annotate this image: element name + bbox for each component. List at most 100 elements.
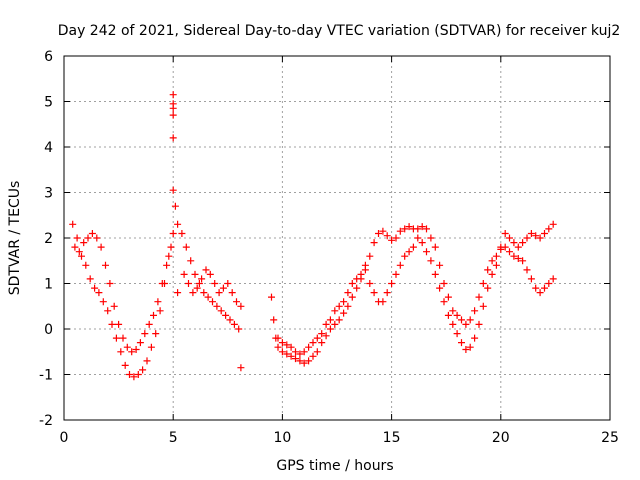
data-point [331, 307, 339, 315]
grid [64, 56, 610, 420]
data-point [423, 225, 430, 233]
data-point [202, 266, 210, 274]
data-point [128, 348, 136, 356]
data-point [213, 302, 221, 310]
data-point [427, 234, 435, 242]
data-point [497, 243, 505, 251]
data-point [156, 307, 164, 315]
data-point [313, 348, 321, 356]
data-point [287, 352, 295, 360]
data-point [78, 252, 85, 260]
data-point [217, 307, 225, 315]
data-point [204, 293, 212, 301]
data-point [270, 316, 278, 324]
data-point [431, 270, 439, 278]
data-point [169, 111, 177, 119]
data-point [86, 275, 94, 283]
data-point [206, 270, 214, 278]
data-point [235, 325, 243, 333]
data-point [396, 261, 404, 269]
y-tick-label: 1 [44, 277, 53, 293]
data-point [106, 280, 114, 287]
data-point [418, 239, 426, 247]
data-point [224, 280, 232, 287]
data-point [340, 298, 348, 306]
data-point [182, 243, 190, 251]
data-point [237, 302, 245, 310]
data-point [169, 104, 177, 112]
data-point [126, 371, 133, 378]
data-point [84, 234, 92, 242]
x-tick-label: 15 [383, 430, 401, 446]
data-point [549, 275, 557, 283]
data-point [401, 252, 409, 260]
data-point [322, 332, 330, 340]
data-point [392, 234, 400, 242]
data-point [278, 339, 286, 347]
data-point [152, 330, 160, 338]
data-point [506, 248, 513, 256]
data-point [187, 257, 195, 265]
data-point [440, 298, 448, 306]
data-point [375, 230, 382, 237]
data-point [117, 348, 125, 356]
data-point [174, 220, 182, 228]
data-point [444, 311, 452, 319]
data-point [171, 202, 179, 210]
data-point [532, 284, 540, 292]
data-point [283, 341, 291, 349]
data-point [119, 334, 127, 342]
data-point [99, 298, 107, 306]
data-point [514, 255, 522, 262]
x-tick-label: 25 [601, 430, 619, 446]
data-point [519, 257, 527, 265]
data-point [326, 316, 334, 324]
data-point [510, 239, 518, 247]
data-point [492, 252, 500, 260]
data-point [108, 320, 116, 328]
y-tick-label: 4 [44, 140, 53, 156]
data-point [169, 186, 177, 194]
data-point [132, 346, 140, 353]
data-point [405, 248, 413, 256]
data-point [453, 330, 461, 338]
data-point [431, 243, 439, 251]
data-point [388, 236, 396, 244]
data-point [215, 289, 223, 297]
data-point [309, 352, 317, 360]
data-point [444, 293, 452, 301]
data-point [549, 220, 557, 228]
data-point [449, 320, 457, 328]
data-point [102, 261, 109, 269]
data-point [370, 289, 378, 297]
data-point [136, 339, 144, 347]
data-point [115, 320, 123, 328]
data-point [69, 220, 77, 228]
data-point [335, 316, 343, 324]
data-point [344, 302, 352, 310]
data-point [158, 280, 166, 287]
data-point [145, 320, 153, 328]
y-tick-label: 0 [44, 322, 53, 338]
data-point [466, 316, 474, 324]
data-point [436, 284, 444, 292]
data-point [379, 227, 387, 235]
x-tick-label: 5 [169, 430, 178, 446]
data-point [73, 234, 81, 242]
data-point [466, 343, 474, 351]
data-point [292, 355, 299, 363]
data-point [340, 309, 348, 317]
data-point [287, 343, 295, 351]
data-point [366, 252, 374, 260]
data-point [296, 350, 304, 358]
data-point [200, 289, 208, 297]
data-point [462, 320, 470, 328]
data-point [348, 280, 356, 287]
data-point [226, 316, 234, 324]
y-tick-labels: -2 -1 0 1 2 3 4 5 6 [39, 49, 53, 429]
data-point [165, 252, 173, 260]
data-point [112, 334, 120, 342]
data-point [274, 343, 282, 351]
data-point [361, 261, 369, 269]
data-point [154, 298, 162, 306]
